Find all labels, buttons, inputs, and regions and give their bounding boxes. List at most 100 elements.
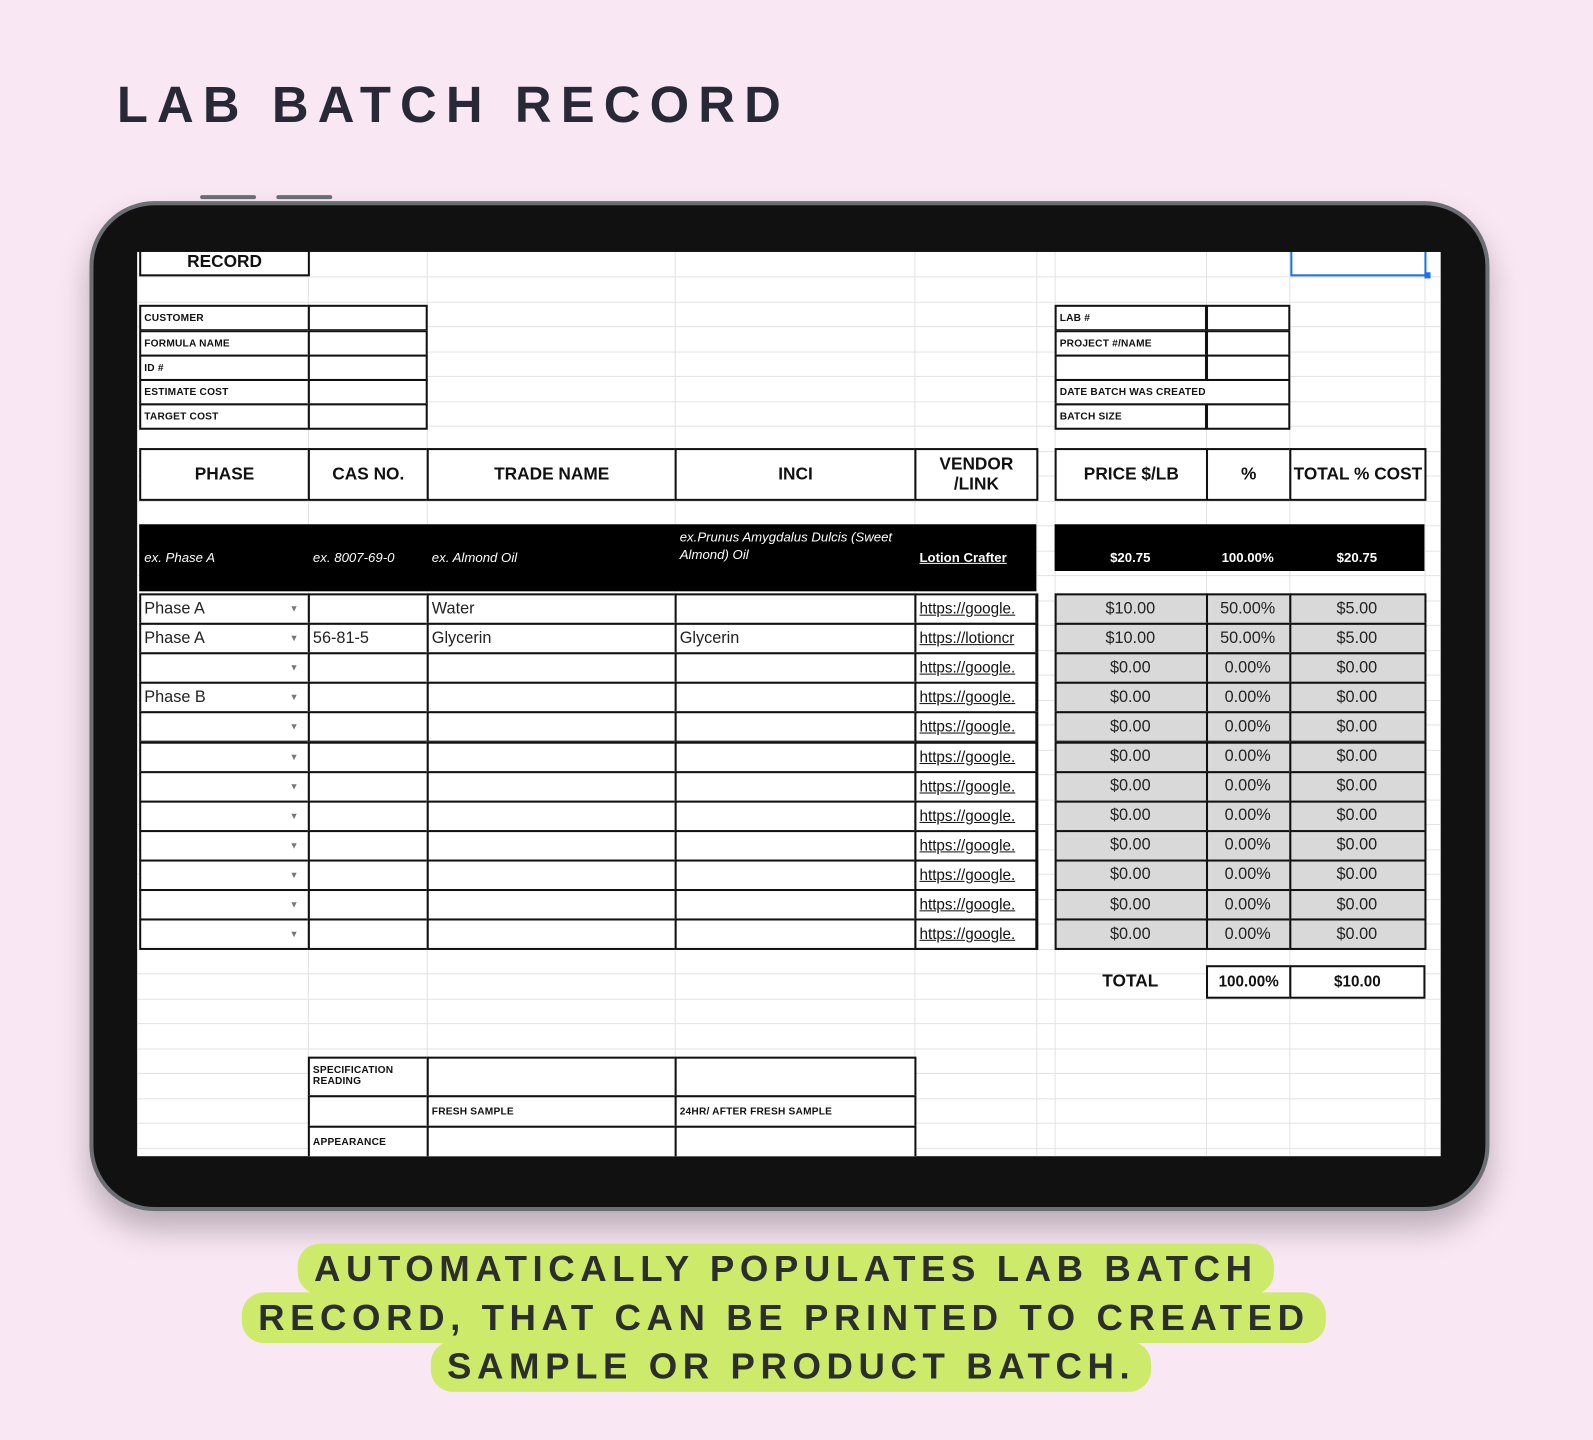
info-label-cell	[139, 403, 310, 430]
dropdown-arrow-icon[interactable]: ▼	[289, 692, 299, 703]
grid-line	[137, 998, 1441, 1000]
table-cell[interactable]	[1289, 829, 1427, 862]
table-cell[interactable]	[914, 682, 1039, 714]
dropdown-arrow-icon[interactable]: ▼	[289, 603, 299, 614]
vendor-link[interactable]: https://lotioncr	[919, 630, 1015, 648]
info-value-cell[interactable]	[307, 330, 428, 357]
cell-value	[675, 712, 915, 743]
spec-cell[interactable]	[674, 1095, 917, 1128]
cell-value	[675, 741, 915, 772]
spec-fresh: FRESH SAMPLE	[431, 1105, 514, 1118]
dropdown-arrow-icon[interactable]: ▼	[289, 751, 299, 762]
table-cell[interactable]	[1205, 711, 1292, 744]
cell-value	[308, 889, 427, 920]
caption-line: AUTOMATICALLY POPULATES LAB BATCH	[297, 1243, 1274, 1295]
vendor-link[interactable]: https://google.	[919, 600, 1016, 618]
cell-value: $0.00	[1109, 895, 1151, 913]
table-cell[interactable]	[139, 918, 310, 951]
vendor-link[interactable]: https://google.	[919, 777, 1016, 796]
table-cell[interactable]	[139, 682, 310, 714]
table-cell[interactable]	[674, 622, 917, 655]
vendor-link[interactable]: https://google.	[919, 807, 1016, 825]
table-cell[interactable]	[307, 622, 429, 655]
dropdown-arrow-icon[interactable]: ▼	[289, 810, 299, 821]
vendor-link[interactable]: https://google.	[919, 896, 1016, 914]
table-cell[interactable]	[674, 918, 917, 951]
cell-value	[139, 919, 308, 950]
table-cell[interactable]	[426, 593, 677, 625]
cell-value	[427, 830, 675, 861]
table-cell[interactable]	[307, 918, 429, 951]
table-cell[interactable]	[1205, 859, 1292, 891]
vendor-link[interactable]: https://google.	[919, 718, 1016, 736]
table-cell[interactable]	[1205, 918, 1292, 951]
table-cell[interactable]	[426, 682, 677, 714]
vendor-link[interactable]: https://google.	[919, 748, 1016, 766]
info-value-cell[interactable]	[307, 354, 428, 381]
table-cell[interactable]	[1054, 889, 1209, 921]
cell-value: Glycerin	[431, 629, 492, 647]
record-label-box	[139, 251, 310, 277]
dropdown-arrow-icon[interactable]: ▼	[289, 662, 299, 673]
vendor-link[interactable]: https://google.	[919, 866, 1016, 884]
cell-value: $0.00	[1336, 925, 1378, 943]
table-cell[interactable]	[1054, 682, 1209, 714]
table-cell[interactable]	[1289, 918, 1427, 951]
table-cell[interactable]	[914, 889, 1039, 921]
cell-value: $0.00	[1336, 718, 1378, 736]
column-header: PHASE	[194, 464, 255, 484]
info-label: LAB #	[1059, 312, 1091, 324]
spec-cell[interactable]	[674, 1056, 917, 1098]
table-cell[interactable]	[1289, 652, 1427, 684]
dropdown-arrow-icon[interactable]: ▼	[289, 780, 299, 792]
cell-value	[675, 593, 915, 624]
table-cell[interactable]	[674, 770, 917, 803]
spec-cell[interactable]	[426, 1056, 677, 1098]
selection-handle[interactable]	[1424, 272, 1431, 279]
info-value-cell[interactable]	[307, 403, 428, 430]
info-value-cell[interactable]	[1205, 304, 1291, 332]
table-cell[interactable]	[1054, 829, 1209, 862]
table-cell[interactable]	[307, 800, 429, 832]
table-cell[interactable]	[914, 859, 1039, 891]
table-cell[interactable]	[914, 652, 1039, 684]
info-label: ESTIMATE COST	[144, 386, 229, 398]
spec-cell[interactable]	[307, 1095, 429, 1128]
vendor-link[interactable]: https://google.	[919, 925, 1016, 943]
table-cell[interactable]	[1289, 682, 1427, 714]
grid-line	[137, 375, 1441, 377]
vendor-link[interactable]: https://google.	[919, 836, 1016, 855]
cell-value: Phase A	[144, 629, 205, 647]
info-value-cell[interactable]	[307, 378, 428, 406]
grid-line	[137, 276, 1441, 278]
selected-cell[interactable]	[1290, 251, 1427, 277]
dropdown-arrow-icon[interactable]: ▼	[289, 869, 299, 880]
table-cell[interactable]	[914, 800, 1039, 832]
table-cell[interactable]	[1054, 918, 1209, 951]
dropdown-arrow-icon[interactable]: ▼	[289, 633, 299, 644]
dropdown-arrow-icon[interactable]: ▼	[289, 928, 299, 939]
vendor-link[interactable]: https://google.	[919, 659, 1016, 677]
column-header: INCI	[778, 464, 813, 484]
spec-cell[interactable]	[426, 1125, 677, 1157]
spec-cell[interactable]	[307, 1125, 429, 1157]
table-cell[interactable]	[139, 741, 310, 773]
cell-value: $0.00	[1336, 777, 1378, 795]
dropdown-arrow-icon[interactable]: ▼	[289, 899, 299, 910]
dropdown-arrow-icon[interactable]: ▼	[289, 721, 299, 732]
cell-value	[139, 830, 308, 861]
table-cell[interactable]	[1205, 652, 1292, 684]
vendor-link[interactable]: https://google.	[919, 689, 1016, 707]
table-cell[interactable]	[1289, 741, 1427, 773]
dropdown-arrow-icon[interactable]: ▼	[289, 840, 299, 851]
info-value-cell[interactable]	[1205, 403, 1291, 430]
table-cell[interactable]	[1205, 800, 1292, 832]
spec-cell[interactable]	[674, 1125, 917, 1157]
table-cell[interactable]	[914, 918, 1039, 951]
info-value-cell[interactable]	[307, 304, 428, 332]
table-cell[interactable]	[139, 593, 310, 625]
table-cell[interactable]	[426, 918, 677, 951]
spec-cell[interactable]	[426, 1095, 677, 1128]
cell-value: $10.00	[1105, 629, 1156, 647]
grid-line	[137, 973, 1441, 975]
